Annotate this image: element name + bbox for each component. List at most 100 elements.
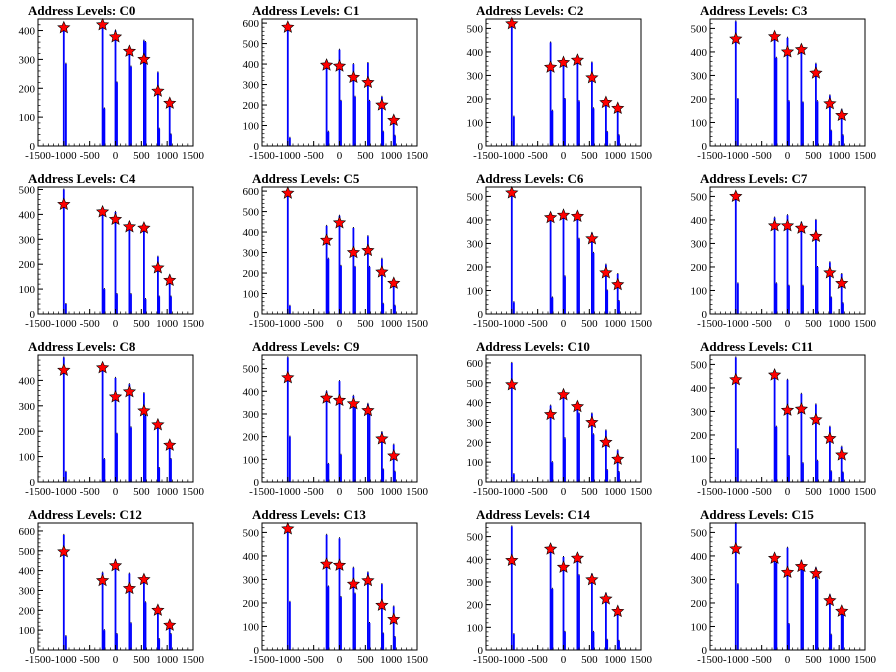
y-tick-label: 500 [19,184,36,196]
x-tick-label: 1000 [156,318,179,330]
star-marker [281,186,295,199]
bar [130,294,132,314]
star-marker [556,560,571,573]
star-marker [585,231,599,245]
y-tick-label: 400 [243,59,260,71]
y-tick-label: 500 [467,191,484,203]
star-marker [835,276,849,290]
star-marker [361,403,375,417]
x-tick-label: -1500 [25,654,51,666]
x-tick-label: -1500 [249,654,275,666]
bar [143,224,145,314]
y-tick-label: 0 [702,645,708,657]
star-marker [611,452,625,465]
bar [368,266,371,314]
star-marker [387,276,401,289]
x-tick-label: 500 [581,486,598,498]
x-tick-label: -1000 [275,654,301,666]
bar [510,191,513,314]
chart-title: Address Levels: C0 [28,3,135,18]
bar [551,297,554,314]
y-tick-label: 0 [254,141,260,153]
x-tick-label: 1000 [828,318,851,330]
x-tick-label: 500 [357,486,374,498]
bar [158,128,161,146]
bar [130,427,132,482]
x-tick-label: 0 [785,486,791,498]
star-marker [556,208,571,221]
bar [606,131,609,146]
star-marker [95,573,110,587]
x-tick-label: -500 [528,486,549,498]
star-marker [122,44,137,57]
bar [816,267,819,314]
bar [788,456,790,482]
x-tick-label: -1500 [697,150,723,162]
bar [325,225,328,314]
bar [549,545,552,650]
x-tick-label: 1500 [630,150,653,162]
bar [144,299,147,314]
bar [101,365,104,482]
bar [773,35,776,146]
bar [549,42,552,146]
chart-title: Address Levels: C14 [476,507,590,522]
x-tick-label: -1500 [249,150,275,162]
star-marker [387,612,401,626]
y-tick-label: 400 [467,215,484,227]
star-marker [823,593,837,607]
x-tick-label: 1500 [854,654,877,666]
star-marker [599,435,613,448]
bar [114,211,117,314]
bar [618,301,620,314]
y-tick-label: 100 [19,112,36,124]
bar [382,303,385,314]
y-tick-label: 500 [691,527,708,539]
x-tick-label: 1500 [630,318,653,330]
x-tick-label: 500 [357,654,374,666]
bar [592,434,595,482]
x-tick-label: 1000 [604,486,627,498]
bar [578,101,580,146]
bar [394,305,396,314]
bar [394,637,396,650]
bar [829,95,831,146]
x-tick-label: 1500 [406,318,429,330]
bar [352,228,355,314]
bar [591,62,593,146]
bar [394,135,396,146]
bar [786,215,789,314]
star-marker [95,204,110,218]
star-marker [809,412,823,426]
x-tick-label: 0 [561,318,567,330]
y-tick-label: 200 [467,600,484,612]
star-marker [361,573,375,587]
bar [816,579,819,650]
bar [842,614,844,650]
bar [157,72,159,146]
bar [549,405,552,482]
x-tick-label: -1500 [25,486,51,498]
bar [101,23,104,146]
bar [562,210,565,314]
chart-title: Address Levels: C13 [252,507,366,522]
star-marker [570,209,585,223]
y-tick-label: 600 [243,186,260,198]
star-marker [281,20,295,33]
x-tick-label: -500 [752,486,773,498]
bar [394,471,396,482]
y-tick-label: 200 [467,437,484,449]
bar [576,215,579,314]
x-tick-label: 1000 [380,150,403,162]
x-tick-label: -500 [80,150,101,162]
chart-panel: Address Levels: C1 0 100 200 300 400 500 600 -15… [243,3,429,162]
bar [65,471,67,482]
x-tick-label: -500 [304,486,325,498]
y-tick-label: 0 [702,309,708,321]
bar [368,414,371,482]
star-marker [57,544,71,558]
star-marker [611,101,625,115]
y-tick-label: 0 [478,141,484,153]
bar [65,304,67,314]
x-tick-label: 0 [337,486,343,498]
